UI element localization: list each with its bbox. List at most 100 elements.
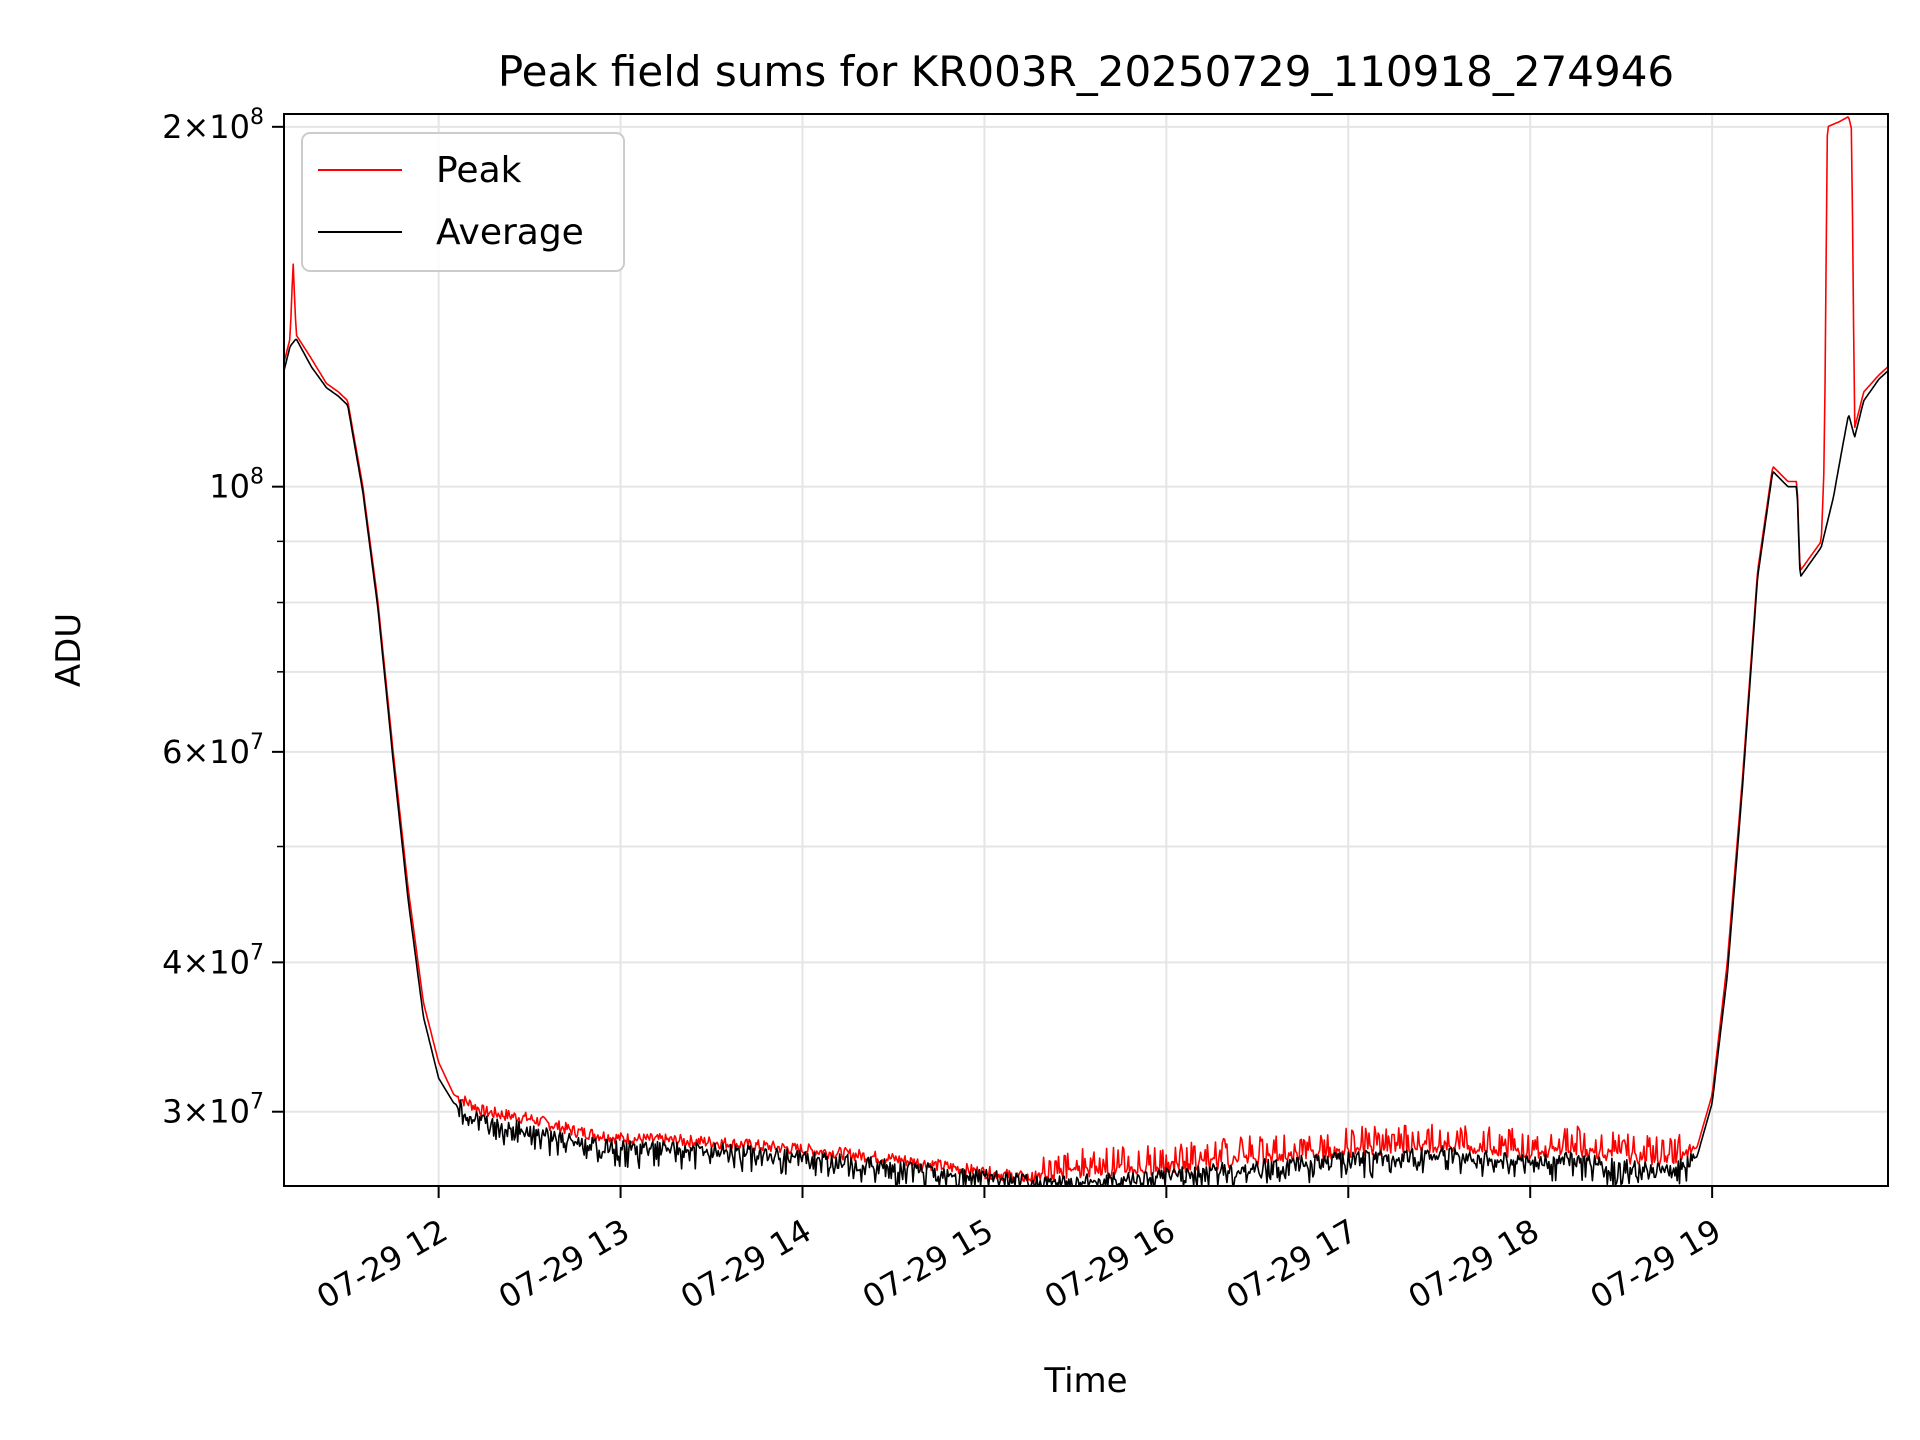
data-point-average: [1696, 1156, 1698, 1158]
data-point-average: [711, 1149, 713, 1151]
data-point-peak: [1075, 1171, 1077, 1173]
data-point-average: [1821, 546, 1823, 548]
data-point-peak: [1796, 481, 1798, 483]
data-point-peak: [802, 1149, 804, 1151]
data-point-peak: [295, 334, 297, 336]
y-tick-label: 108: [209, 465, 264, 506]
data-point-peak: [1824, 461, 1826, 463]
data-point-peak: [893, 1158, 895, 1160]
data-point-average: [1799, 576, 1801, 578]
data-point-average: [1854, 436, 1856, 438]
data-point-average: [338, 396, 340, 398]
data-point-peak: [438, 1061, 440, 1063]
data-point-peak: [1438, 1145, 1440, 1147]
data-point-average: [893, 1166, 895, 1168]
data-point-peak: [1854, 427, 1856, 429]
data-point-average: [362, 491, 364, 493]
data-point-peak: [1666, 1160, 1668, 1162]
data-point-peak: [1575, 1149, 1577, 1151]
data-point-average: [1796, 486, 1798, 488]
data-point-average: [1348, 1158, 1350, 1160]
y-tick-label: 6×107: [162, 730, 264, 771]
data-point-average: [1878, 378, 1880, 380]
data-point-average: [1029, 1181, 1031, 1183]
data-point-peak: [620, 1138, 622, 1140]
data-point-peak: [423, 1002, 425, 1004]
data-point-peak: [292, 262, 294, 264]
data-point-average: [1257, 1166, 1259, 1168]
data-point-average: [802, 1156, 804, 1158]
data-point-peak: [1863, 391, 1865, 393]
data-point-average: [1075, 1181, 1077, 1183]
data-point-peak: [483, 1111, 485, 1113]
data-point-peak: [311, 358, 313, 360]
legend: Peak Average: [301, 132, 625, 272]
plot-frame: [283, 113, 1889, 1187]
x-axis-label: Time: [1043, 1361, 1127, 1401]
grid: [284, 114, 1888, 1186]
data-point-average: [311, 366, 313, 368]
data-point-peak: [289, 338, 291, 340]
data-point-peak: [1620, 1156, 1622, 1158]
data-point-peak: [1257, 1158, 1259, 1160]
data-point-peak: [347, 400, 349, 402]
data-point-average: [1620, 1166, 1622, 1168]
data-point-peak: [1787, 481, 1789, 483]
y-tick-label: 3×107: [162, 1090, 264, 1131]
data-point-peak: [326, 383, 328, 385]
data-point-peak: [1848, 116, 1850, 118]
data-point-average: [1842, 446, 1844, 448]
data-point-average: [392, 760, 394, 762]
data-point-average: [1166, 1173, 1168, 1175]
data-point-average: [1727, 975, 1729, 977]
data-point-average: [1833, 496, 1835, 498]
data-point-average: [1575, 1158, 1577, 1160]
data-point-average: [1757, 576, 1759, 578]
legend-box: [301, 132, 625, 272]
data-point-average: [483, 1120, 485, 1122]
data-point-average: [377, 608, 379, 610]
data-point-peak: [529, 1118, 531, 1120]
series-group: [284, 116, 1888, 1186]
data-point-average: [295, 338, 297, 340]
data-point-average: [438, 1077, 440, 1079]
data-point-peak: [1827, 126, 1829, 128]
data-point-peak: [1772, 466, 1774, 468]
data-point-average: [1848, 413, 1850, 415]
data-point-average: [1666, 1170, 1668, 1172]
data-point-peak: [574, 1130, 576, 1132]
data-point-average: [1787, 486, 1789, 488]
data-point-average: [984, 1175, 986, 1177]
series-line-peak: [284, 116, 1888, 1185]
y-tick-label: 4×107: [162, 940, 264, 981]
y-tick-label: 2×108: [162, 105, 264, 146]
data-point-average: [326, 387, 328, 389]
data-point-average: [423, 1016, 425, 1018]
data-point-average: [1863, 400, 1865, 402]
data-point-average: [1742, 787, 1744, 789]
y-axis-label: ADU: [49, 613, 89, 687]
data-point-average: [620, 1147, 622, 1149]
data-point-average: [1529, 1162, 1531, 1164]
data-point-average: [574, 1141, 576, 1143]
series-line-average: [284, 338, 1888, 1186]
data-point-average: [347, 404, 349, 406]
data-point-peak: [1529, 1152, 1531, 1154]
data-point-average: [1772, 471, 1774, 473]
data-point-peak: [1696, 1147, 1698, 1149]
data-point-average: [289, 346, 291, 348]
data-point-peak: [338, 391, 340, 393]
data-point-peak: [1839, 121, 1841, 123]
data-point-average: [453, 1102, 455, 1104]
data-point-average: [1766, 513, 1768, 515]
data-point-average: [408, 900, 410, 902]
data-point-average: [1438, 1152, 1440, 1154]
chart-title: Peak field sums for KR003R_20250729_1109…: [498, 47, 1674, 96]
legend-label-peak: Peak: [436, 150, 522, 191]
data-point-average: [529, 1129, 531, 1131]
data-point-peak: [453, 1094, 455, 1096]
data-point-peak: [1029, 1177, 1031, 1179]
data-point-peak: [711, 1141, 713, 1143]
data-point-peak: [1878, 374, 1880, 376]
